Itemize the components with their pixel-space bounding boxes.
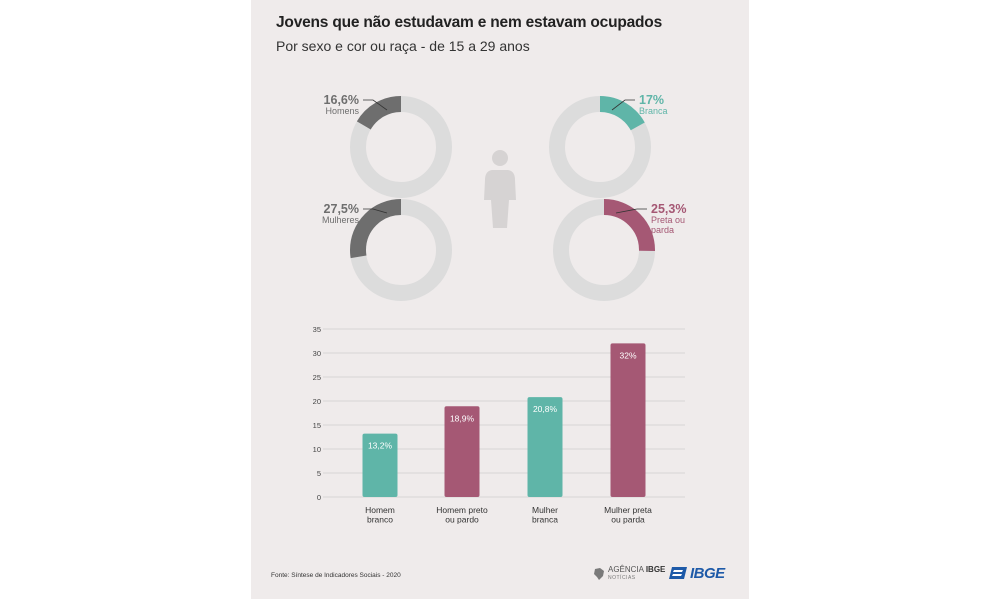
ibge-logo: IBGE	[669, 563, 725, 583]
y-tick-label: 5	[317, 469, 321, 478]
agencia-ibge-logo: AGÊNCIA IBGE NOTÍCIAS	[593, 564, 665, 584]
source-note: Fonte: Síntese de Indicadores Sociais - …	[271, 572, 401, 579]
infographic-subtitle: Por sexo e cor ou raça - de 15 a 29 anos	[276, 38, 530, 54]
y-tick-label: 0	[317, 493, 321, 502]
y-tick-label: 25	[313, 373, 321, 382]
x-tick-label: Homem	[365, 505, 395, 515]
donut-segment	[350, 199, 452, 301]
donut-branca: 17%Branca	[549, 93, 668, 198]
agencia-logo-bold: IBGE	[645, 565, 666, 574]
donut-mulheres: 27,5%Mulheres	[322, 199, 452, 301]
donut-category-label: Preta ou	[651, 215, 685, 225]
donut-value-label: 16,6%	[324, 93, 359, 107]
agencia-logo-main: AGÊNCIA	[608, 565, 644, 574]
infographic-title: Jovens que não estudavam e nem estavam o…	[276, 14, 662, 31]
leader-line	[611, 99, 635, 111]
donut-value-label: 17%	[639, 93, 664, 107]
bar-value-label: 32%	[619, 350, 636, 360]
x-tick-label: Homem preto	[436, 505, 488, 515]
bar	[444, 406, 480, 497]
leader-line	[363, 208, 388, 214]
person-icon	[484, 150, 516, 228]
donut-category-label: Mulheres	[322, 215, 360, 225]
x-tick-label: ou pardo	[445, 515, 479, 525]
ibge-flag-icon	[669, 567, 687, 579]
donut-category-label: Branca	[639, 106, 668, 116]
donut-value-label: 27,5%	[324, 202, 359, 216]
x-tick-label: ou parda	[611, 515, 645, 525]
leader-line	[615, 208, 647, 214]
brazil-map-icon	[593, 567, 605, 581]
y-tick-label: 20	[313, 397, 321, 406]
donut-homens: 16,6%Homens	[324, 93, 452, 198]
y-tick-label: 10	[313, 445, 321, 454]
donut-category-label: Homens	[325, 106, 359, 116]
x-tick-label: branca	[532, 515, 558, 525]
bar	[362, 433, 398, 497]
infographic-panel: Jovens que não estudavam e nem estavam o…	[251, 0, 749, 599]
donut-charts: 16,6%Homens 17%Branca 27,5%Mulheres 25,3%Pr…	[322, 93, 686, 301]
y-tick-label: 30	[313, 349, 321, 358]
leader-line	[363, 99, 388, 111]
x-tick-label: Mulher	[532, 505, 558, 515]
bar-value-label: 20,8%	[533, 404, 558, 414]
y-tick-label: 35	[313, 325, 321, 334]
donut-category-label: parda	[651, 225, 674, 235]
bar	[527, 397, 563, 497]
donut-segment	[549, 96, 651, 198]
donut-value-label: 25,3%	[651, 202, 686, 216]
x-tick-label: Mulher preta	[604, 505, 652, 515]
bar-value-label: 13,2%	[368, 441, 393, 451]
agencia-logo-sub: NOTÍCIAS	[608, 575, 636, 581]
donut-segment	[553, 199, 655, 301]
ibge-wordmark: IBGE	[690, 564, 725, 582]
y-tick-label: 15	[313, 421, 321, 430]
donut-segment	[350, 96, 452, 198]
bar	[610, 343, 646, 497]
bar-value-label: 18,9%	[450, 413, 475, 423]
x-tick-label: branco	[367, 515, 393, 525]
